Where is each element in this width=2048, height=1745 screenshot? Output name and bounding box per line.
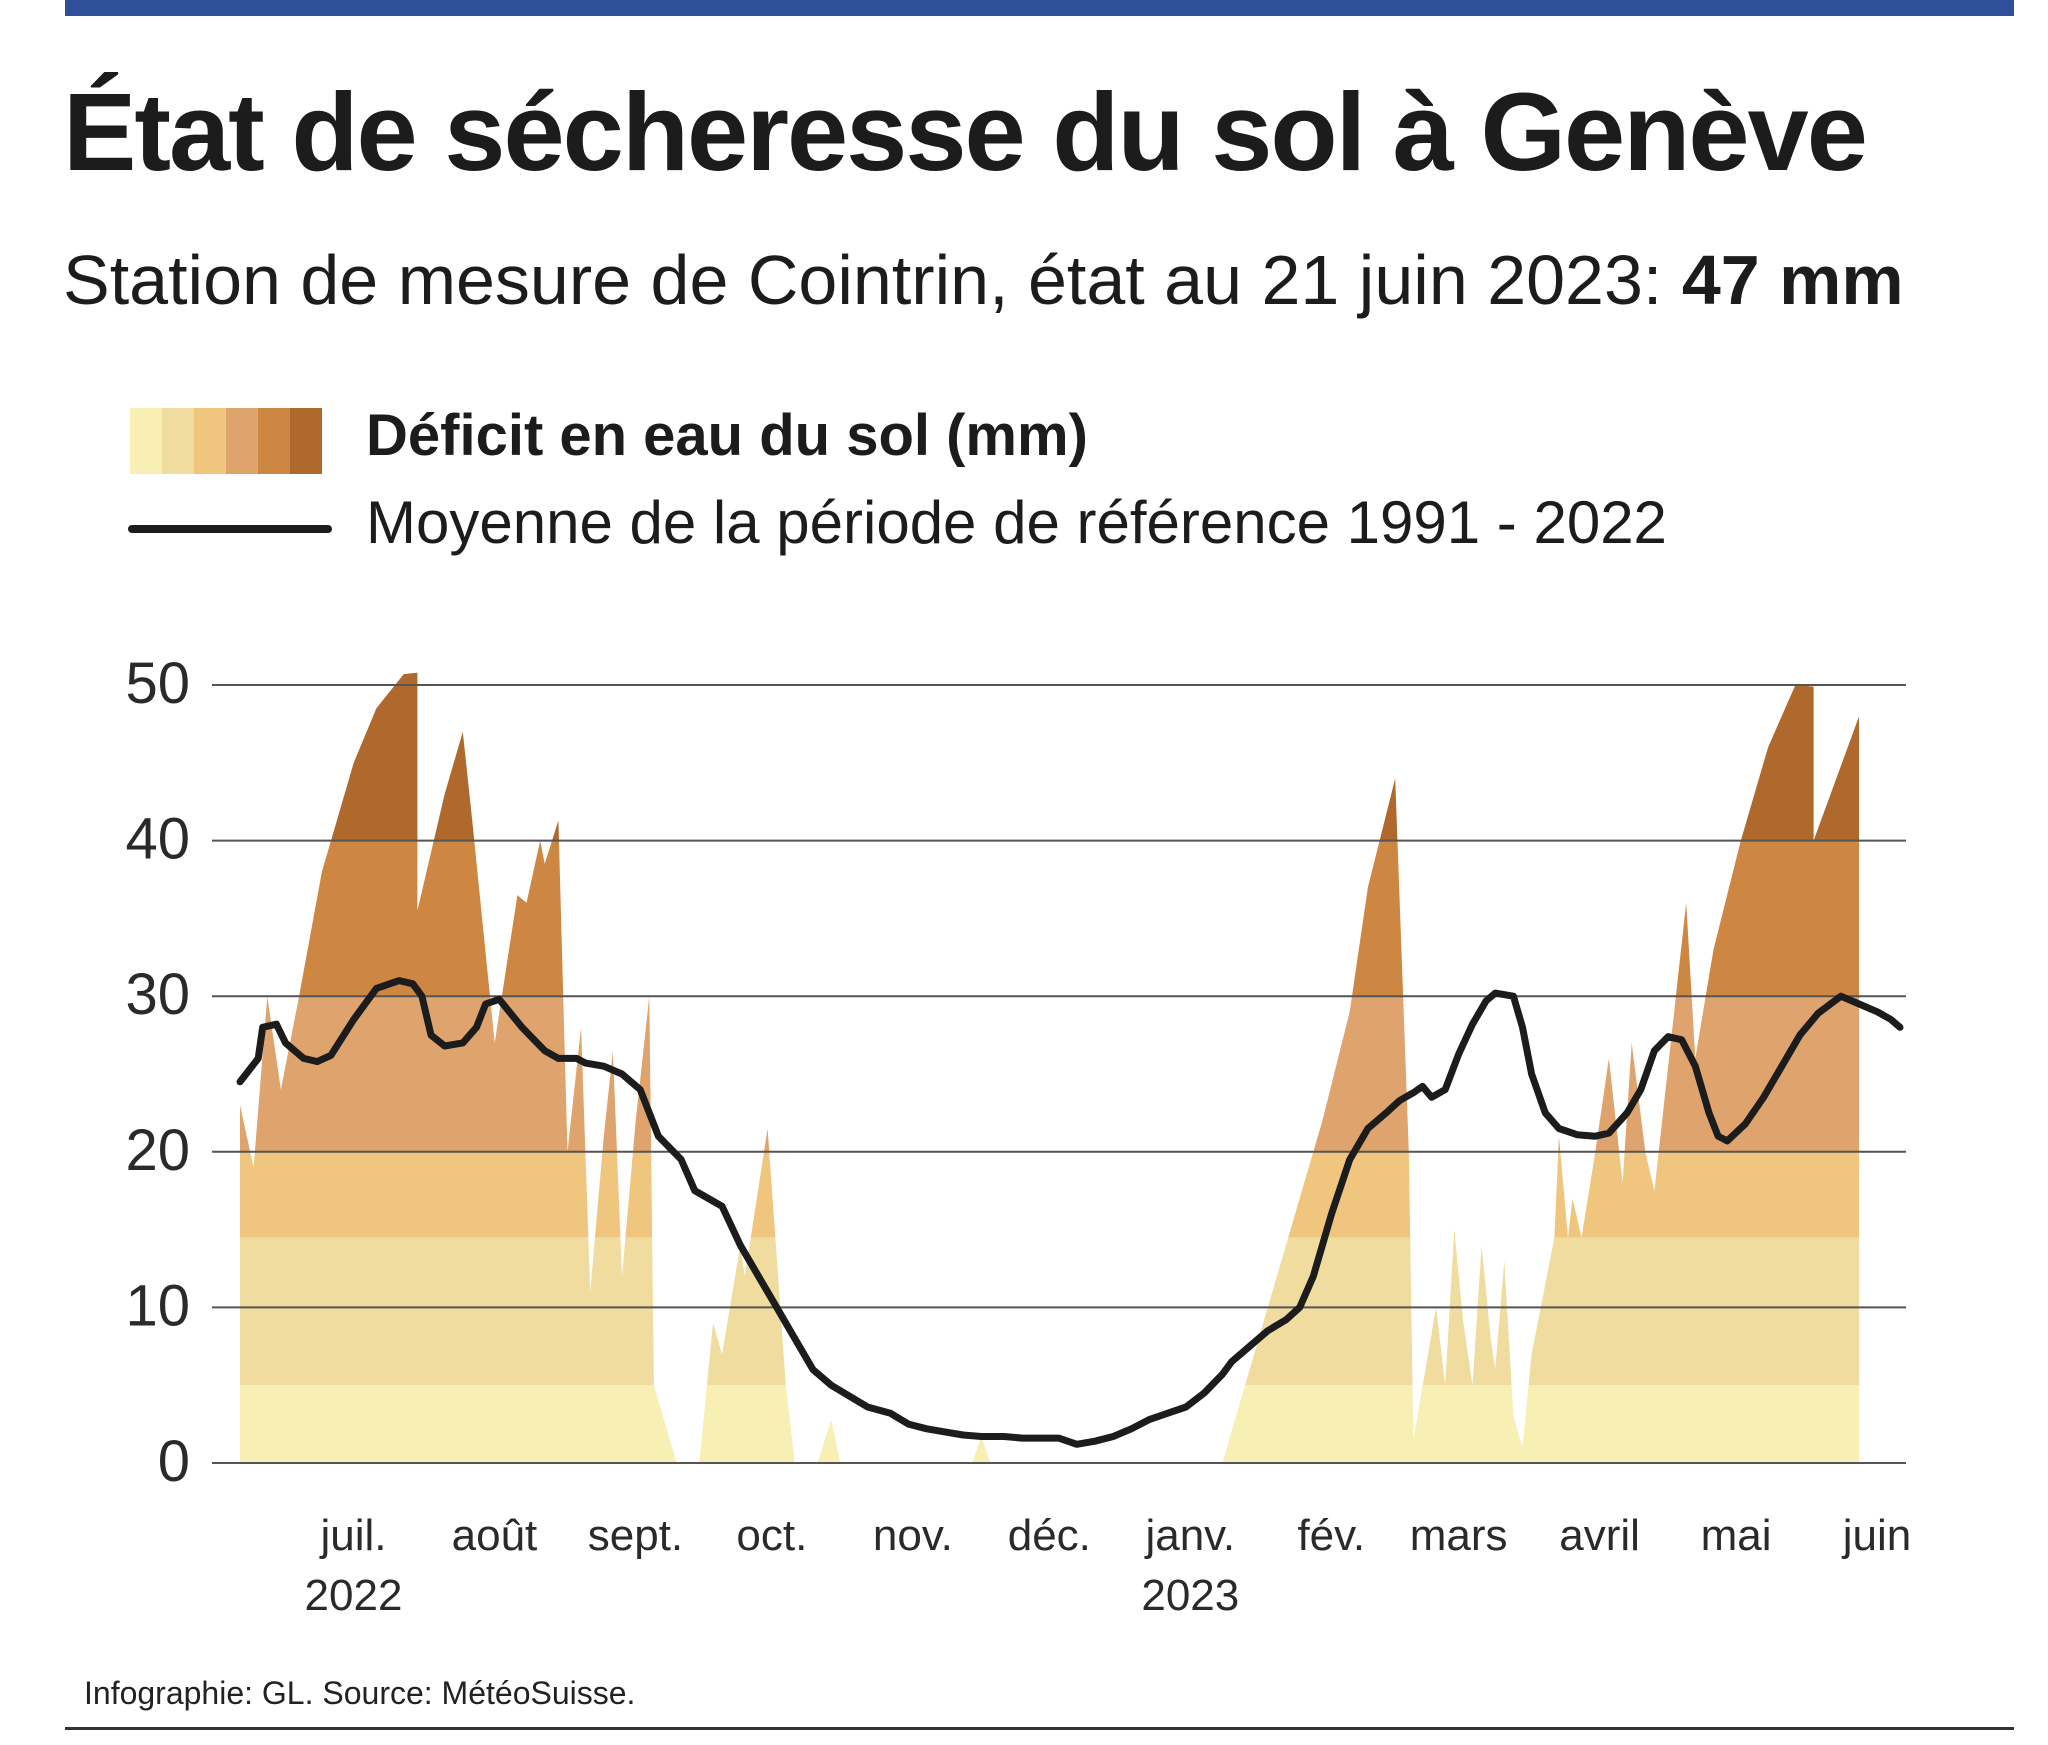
y-tick-label: 0 [158, 1429, 190, 1494]
month-label: mai [1701, 1511, 1772, 1560]
legend-deficit-label: Déficit en eau du sol (mm) [366, 403, 1088, 468]
reference-average-line [236, 977, 1904, 1448]
current-value: 47 mm [1681, 241, 1904, 319]
legend-swatch-3 [194, 408, 226, 474]
month-label: janv. [1143, 1511, 1235, 1560]
month-label: août [452, 1511, 538, 1560]
month-label: avril [1559, 1511, 1640, 1560]
month-label: mars [1410, 1511, 1508, 1560]
legend-swatch-1 [130, 408, 162, 474]
month-label: déc. [1008, 1511, 1091, 1560]
deficit-band-3 [240, 1151, 1860, 1238]
y-axis-ticks: 0 10 20 30 40 50 [125, 651, 190, 1494]
y-tick-label: 40 [125, 807, 190, 872]
bottom-rule [65, 1727, 2014, 1730]
deficit-band-4 [240, 996, 1860, 1152]
x-axis-ticks: juil. 2022 août sept. oct. nov. déc. janv. 2023 f… [305, 1511, 1912, 1620]
deficit-band-2 [240, 1237, 1860, 1386]
legend-color-scale [130, 408, 322, 474]
month-label: juin [1841, 1511, 1912, 1560]
drought-chart: 0 10 20 30 40 50 juil. 2022 août sept. oct. nov. dé… [125, 651, 1912, 1620]
y-tick-label: 30 [125, 962, 190, 1027]
month-label: oct. [736, 1511, 807, 1560]
month-label: juil. [318, 1511, 386, 1560]
legend-swatch-2 [162, 408, 194, 474]
legend-swatch-5 [258, 408, 290, 474]
year-label: 2023 [1141, 1571, 1239, 1620]
subtitle: Station de mesure de Cointrin, état au 2… [63, 238, 1904, 322]
deficit-band-1 [240, 1385, 1860, 1463]
page-title: État de sécheresse du sol à Genève [63, 71, 1868, 194]
top-accent-bar [65, 0, 2014, 16]
footer-credit: Infographie: GL. Source: MétéoSuisse. [84, 1675, 636, 1711]
legend-line-sample [128, 525, 332, 533]
deficit-band-6 [240, 672, 1860, 841]
month-label: sept. [588, 1511, 683, 1560]
y-tick-label: 10 [125, 1273, 190, 1338]
y-tick-label: 50 [125, 651, 190, 716]
month-label: nov. [873, 1511, 953, 1560]
y-tick-label: 20 [125, 1118, 190, 1183]
legend-reference-label: Moyenne de la période de référence 1991 … [366, 489, 1667, 556]
subtitle-text: Station de mesure de Cointrin, état au 2… [63, 241, 1682, 319]
legend-swatch-4 [226, 408, 258, 474]
month-label: fév. [1297, 1511, 1365, 1560]
gridlines [212, 684, 1906, 1464]
legend-swatch-6 [290, 408, 322, 474]
deficit-band-5 [240, 840, 1860, 997]
year-label: 2022 [305, 1571, 403, 1620]
